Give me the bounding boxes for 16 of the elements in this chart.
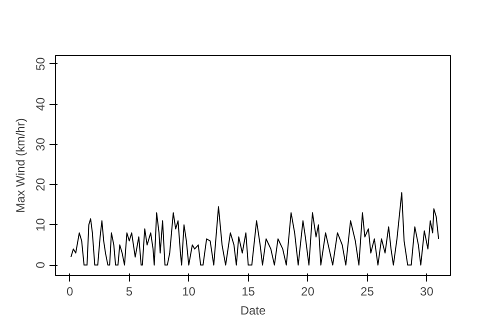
y-tick-label: 20 [34,178,48,192]
y-tick-label: 0 [34,261,48,268]
x-axis-title: Date [240,304,266,318]
y-tick-label: 50 [34,56,48,71]
y-tick-label: 40 [34,97,48,111]
line-series [70,192,440,266]
x-tick-label: 5 [126,284,133,298]
x-tick-label: 20 [301,284,315,298]
x-tick-label: 15 [242,284,256,298]
x-tick-label: 0 [66,284,74,298]
y-tick-label: 30 [34,137,48,152]
y-tick-label: 10 [34,218,48,232]
x-tick-label: 30 [420,284,434,298]
x-tick-label: 10 [182,284,196,298]
y-axis-title: Max Wind (km/hr) [14,118,28,213]
x-tick-label: 25 [360,284,374,298]
